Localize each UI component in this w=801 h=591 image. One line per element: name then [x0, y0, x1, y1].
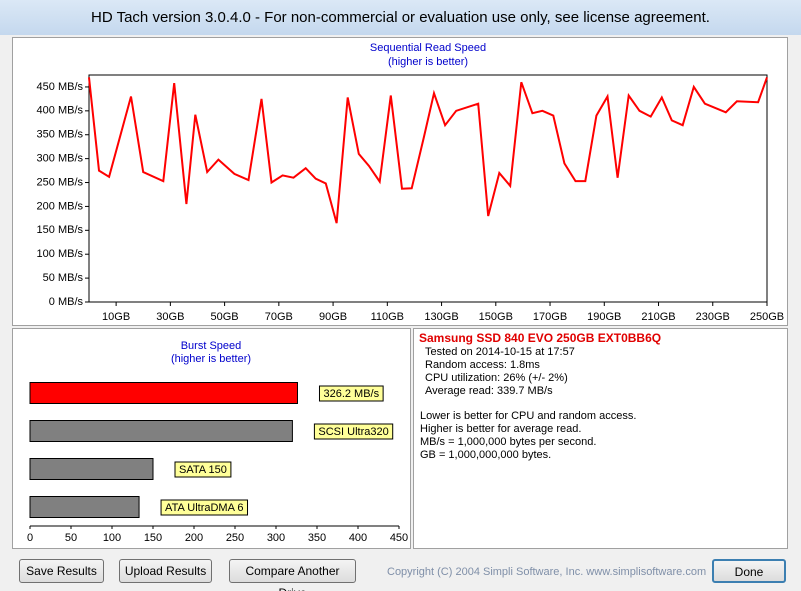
bar-label: SCSI Ultra320	[318, 426, 388, 438]
stats: Tested on 2014-10-15 at 17:57 Random acce…	[425, 346, 575, 398]
read-chart: Sequential Read Speed (higher is better) 0…	[37, 42, 785, 323]
bar-label: SATA 150	[179, 464, 227, 476]
bar-label: ATA UltraDMA 6	[165, 502, 243, 514]
plot-frame	[88, 74, 768, 303]
y-tick-label: 250 MB/s	[37, 176, 84, 188]
save-button[interactable]: Save Results	[19, 559, 104, 583]
x-tick-label: 0	[27, 532, 33, 544]
y-tick-label: 350 MB/s	[37, 129, 84, 141]
burst-panel: Burst Speed (higher is better) 0 50 100 150 20…	[12, 328, 411, 549]
x-tick-label: 150GB	[479, 311, 513, 323]
bar	[29, 458, 154, 480]
x-tick-label: 170GB	[533, 311, 567, 323]
x-tick-label: 450	[390, 532, 408, 544]
y-tick-label: 50 MB/s	[43, 272, 84, 284]
burst-chart: Burst Speed(higher is better) 0 50 100 150 20…	[27, 340, 408, 544]
x-tick-label: 50GB	[211, 311, 239, 323]
stats-line: Average read: 339.7 MB/s	[425, 385, 553, 397]
x-tick-label: 30GB	[156, 311, 184, 323]
x-tick-label: 300	[267, 532, 285, 544]
bar-label-box	[174, 461, 232, 478]
chart-subtitle: (higher is better)	[388, 56, 468, 68]
y-tick-label: 100 MB/s	[37, 248, 84, 260]
title-bar: HD Tach version 3.0.4.0 - For non-commer…	[0, 0, 801, 35]
bar	[29, 382, 298, 404]
x-tick-label: 90GB	[319, 311, 347, 323]
y-tick-label: 150 MB/s	[37, 224, 84, 236]
chart-title: Sequential Read Speed	[370, 42, 486, 54]
notes-line: Lower is better for CPU and random acces…	[420, 410, 637, 422]
drive-name: Samsung SSD 840 EVO 250GB EXT0BB6Q	[419, 331, 662, 345]
x-tick-label: 50	[65, 532, 77, 544]
upload-button[interactable]: Upload Results	[119, 559, 212, 583]
x-tick-label: 250GB	[750, 311, 784, 323]
bar	[29, 420, 293, 442]
stats-line: Random access: 1.8ms	[425, 359, 540, 371]
x-tick-label: 100	[103, 532, 121, 544]
x-tick-label: 350	[308, 532, 326, 544]
y-tick-label: 450 MB/s	[37, 81, 84, 93]
done-button[interactable]: Done	[712, 559, 786, 583]
notes-line: Higher is better for average read.	[420, 423, 582, 435]
compare-button[interactable]: Compare Another Drive	[229, 559, 356, 591]
x-tick-label: 10GB	[102, 311, 130, 323]
y-tick-label: 0 MB/s	[49, 296, 84, 308]
bar-label: 326.2 MB/s	[323, 388, 379, 400]
x-tick-label: 70GB	[265, 311, 293, 323]
x-tick-label: 400	[349, 532, 367, 544]
notes-line: MB/s = 1,000,000 bytes per second.	[420, 436, 597, 448]
x-tick-label: 230GB	[696, 311, 730, 323]
y-tick-label: 400 MB/s	[37, 105, 84, 117]
x-tick-label: 150	[144, 532, 162, 544]
x-tick-label: 190GB	[587, 311, 621, 323]
chart-subtitle: (higher is better)	[171, 353, 251, 365]
window-title: HD Tach version 3.0.4.0 - For non-commer…	[91, 9, 710, 26]
y-tick-label: 300 MB/s	[37, 153, 84, 165]
bar	[29, 496, 140, 518]
notes: Lower is better for CPU and random acces…	[420, 410, 636, 462]
info-panel: Samsung SSD 840 EVO 250GB EXT0BB6Q Teste…	[413, 328, 788, 549]
x-tick-label: 110GB	[371, 311, 404, 323]
bar-label-box	[160, 499, 249, 516]
bar-label-box	[318, 385, 384, 402]
copyright: Copyright (C) 2004 Simpli Software, Inc.…	[387, 566, 707, 578]
y-tick-label: 200 MB/s	[37, 200, 84, 212]
x-tick-label: 210GB	[641, 311, 675, 323]
x-tick-label: 130GB	[424, 311, 458, 323]
read-panel: Sequential Read Speed (higher is better) 0…	[12, 37, 788, 326]
stats-line: CPU utilization: 26% (+/- 2%)	[425, 372, 568, 384]
x-tick-label: 250	[226, 532, 244, 544]
chart-title: Burst Speed	[181, 340, 242, 352]
x-tick-label: 200	[185, 532, 203, 544]
bar-label-box	[313, 423, 394, 440]
notes-line: GB = 1,000,000,000 bytes.	[420, 449, 552, 461]
read-line	[88, 77, 768, 224]
stats-line: Tested on 2014-10-15 at 17:57	[425, 346, 575, 358]
